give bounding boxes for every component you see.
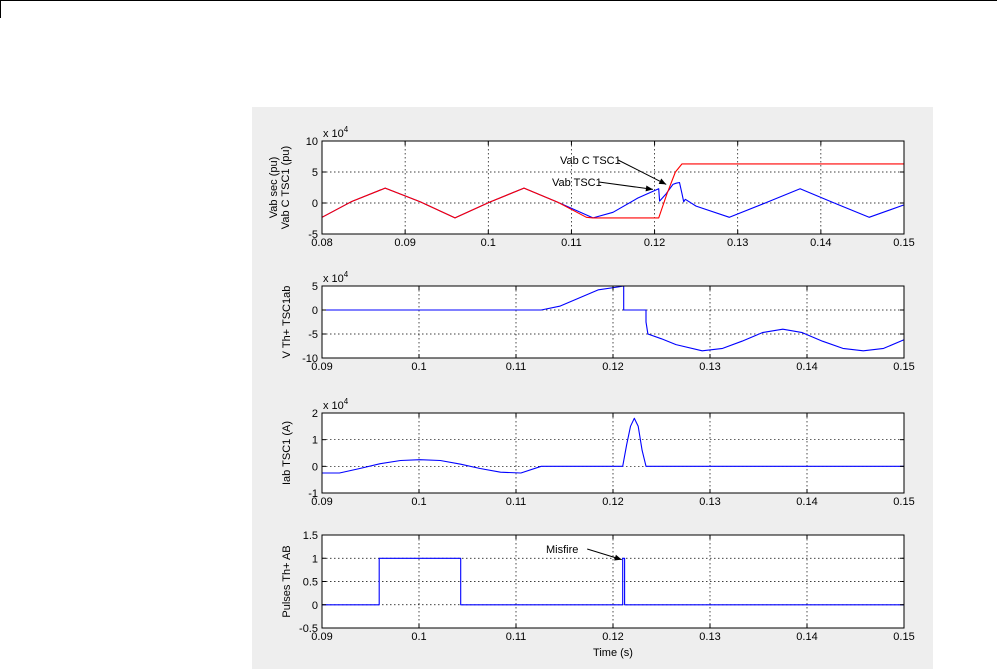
x-tick-label: 0.09 (311, 361, 332, 373)
series-line-1 (322, 557, 904, 606)
x-tick-label: 0.12 (644, 237, 665, 249)
y-exponent-label: x 104 (323, 270, 349, 285)
x-axis-label: Time (s) (593, 647, 633, 659)
y-axis-label: Vab sec (pu) (268, 157, 280, 219)
annotation-label: Vab TSC1 (552, 177, 602, 189)
x-tick-label: 0.13 (699, 496, 720, 508)
y-tick-label: 0 (312, 461, 318, 473)
x-tick-label: 0.14 (796, 631, 817, 643)
x-tick-label: 0.12 (602, 361, 623, 373)
y-tick-label: 1 (312, 435, 318, 447)
y-tick-label: 10 (306, 136, 318, 148)
x-tick-label: 0.11 (506, 496, 527, 508)
annotation-label: Misfire (546, 544, 578, 556)
x-tick-label: 0.15 (893, 361, 914, 373)
x-tick-label: 0.08 (311, 237, 332, 249)
x-tick-label: 0.1 (411, 496, 426, 508)
y-tick-label: 0.5 (303, 577, 318, 589)
annotation-label: Vab C TSC1 (560, 155, 621, 167)
y-tick-label: 1 (312, 553, 318, 565)
y-tick-label: -10 (302, 353, 318, 365)
subplot-4: 0.09 0.1 0.11 0.12 0.13 0.14 0.15 -0.5 0 0.5 1 1.5 P… (281, 530, 915, 659)
x-tick-label: 0.13 (727, 237, 748, 249)
y-exponent-label: x 104 (323, 125, 349, 140)
x-tick-label: 0.09 (394, 237, 415, 249)
left-edge-mark (0, 0, 1, 18)
x-tick-label: 0.1 (411, 361, 426, 373)
x-tick-label: 0.15 (893, 237, 914, 249)
y-tick-label: 1.5 (303, 530, 318, 542)
subplot-2: 0.09 0.1 0.11 0.12 0.13 0.14 0.15 -10 -5 0 5 x 104 V… (281, 270, 915, 373)
y-tick-label: 0 (312, 600, 318, 612)
series-line-vab-c-tsc1 (321, 163, 904, 219)
y-axis-label: Vab C TSC1 (pu) (280, 146, 292, 229)
x-tick-label: 0.09 (311, 496, 332, 508)
x-tick-label: 0.1 (481, 237, 496, 249)
y-tick-label: -1 (308, 488, 318, 500)
y-tick-label: 0 (312, 198, 318, 210)
series-line-1 (322, 417, 904, 474)
x-tick-label: 0.14 (810, 237, 831, 249)
axes-background (322, 535, 904, 628)
x-tick-label: 0.09 (311, 631, 332, 643)
annotation-arrow (617, 159, 667, 185)
y-axis-label: Pulses Th+ AB (281, 545, 293, 617)
x-tick-label: 0.1 (411, 631, 426, 643)
y-tick-label: -5 (308, 229, 318, 241)
x-tick-label: 0.14 (796, 496, 817, 508)
x-tick-label: 0.11 (506, 631, 527, 643)
axes-frame (321, 140, 905, 235)
x-tick-label: 0.14 (796, 361, 817, 373)
x-tick-label: 0.11 (561, 237, 582, 249)
y-tick-label: -0.5 (299, 623, 318, 635)
series-line-1 (322, 285, 905, 352)
y-axis-label: Iab TSC1 (A) (281, 421, 293, 485)
annotation-arrow (598, 181, 653, 190)
x-tick-label: 0.12 (602, 631, 623, 643)
x-tick-label: 0.13 (699, 361, 720, 373)
arrowhead (645, 185, 653, 192)
arrowhead (614, 554, 622, 561)
top-border-line (0, 0, 997, 1)
x-tick-label: 0.12 (602, 496, 623, 508)
subplot-3: 0.09 0.1 0.11 0.12 0.13 0.14 0.15 -1 0 1 2 x 104 Iab… (281, 397, 915, 508)
axes-background (322, 141, 904, 234)
x-tick-label: 0.13 (699, 631, 720, 643)
y-tick-label: 5 (312, 281, 318, 293)
y-axis-label: V Th+ TSC1ab (281, 286, 293, 359)
arrowhead (658, 178, 667, 185)
y-exponent-label: x 104 (323, 397, 349, 412)
y-tick-label: 5 (312, 167, 318, 179)
x-tick-label: 0.11 (506, 361, 527, 373)
y-tick-label: 0 (312, 305, 318, 317)
y-tick-label: 2 (312, 408, 318, 420)
y-tick-label: -5 (308, 329, 318, 341)
x-tick-label: 0.15 (893, 496, 914, 508)
x-tick-label: 0.15 (893, 631, 914, 643)
subplot-1: 0.08 0.09 0.1 0.11 0.12 0.13 0.14 0.15 -5 0 5 10 x 1… (268, 125, 915, 249)
